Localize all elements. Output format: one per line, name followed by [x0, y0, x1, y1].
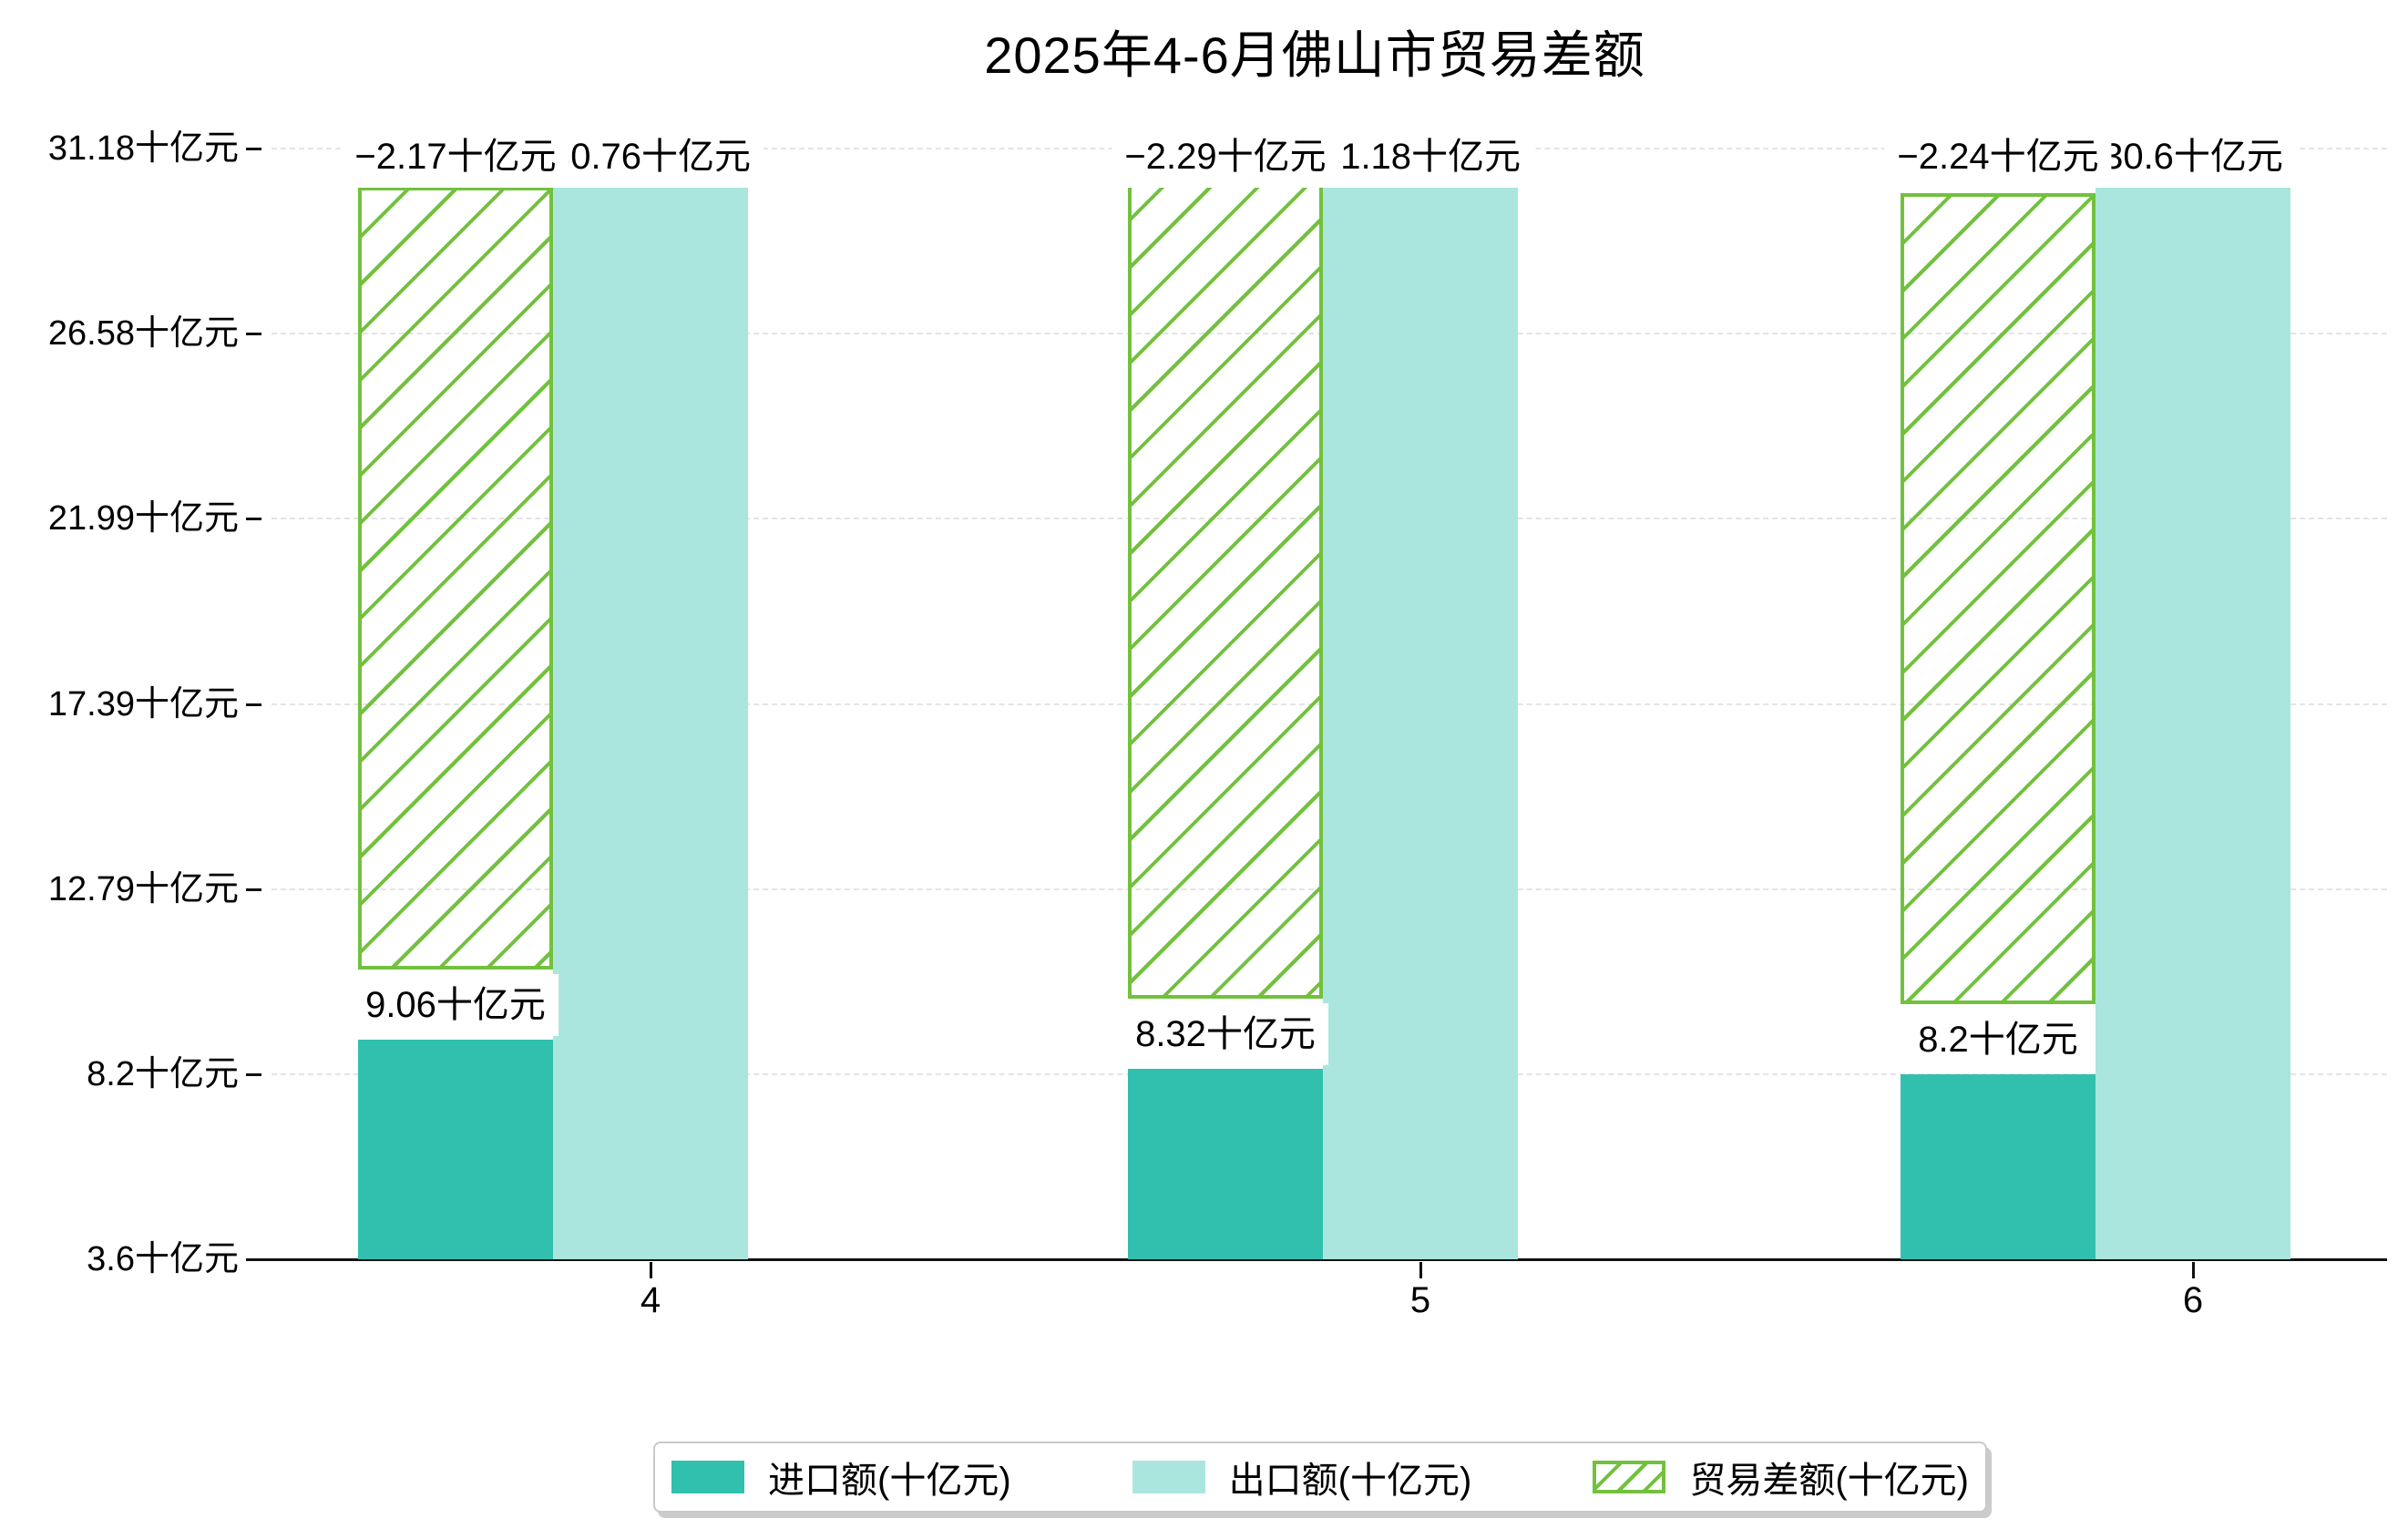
y-tick-label: 26.58十亿元 [47, 314, 239, 354]
value-label-balance-month-5: −2.29十亿元 [1112, 126, 1339, 188]
bar-balance-month-4 [358, 186, 553, 970]
import-swatch-icon [671, 1461, 744, 1493]
y-tick-mark [246, 1258, 261, 1261]
export-swatch-icon [1132, 1461, 1205, 1493]
legend-label-balance: 贸易差额(十亿元) [1689, 1461, 1969, 1501]
x-tick-mark [649, 1262, 652, 1278]
y-tick-mark [246, 1072, 261, 1076]
y-tick-label: 3.6十亿元 [87, 1240, 239, 1278]
legend-label-export: 出口额(十亿元) [1228, 1461, 1472, 1501]
value-label-export-month-6: 30.6十亿元 [2090, 126, 2296, 188]
legend-item-export: 出口额(十亿元) [1132, 1451, 1472, 1503]
y-tick-mark [246, 148, 261, 150]
balance-hatch-swatch-icon [1593, 1461, 1666, 1493]
x-tick-mark [1419, 1262, 1422, 1278]
bar-import-month-6 [1901, 1073, 2095, 1259]
y-tick-label: 12.79十亿元 [47, 869, 239, 908]
y-tick-mark [246, 518, 261, 521]
x-tick-label: 6 [2182, 1280, 2204, 1320]
x-tick-mark [2191, 1262, 2195, 1278]
bar-balance-month-6 [1901, 192, 2095, 1004]
value-label-export-month-5: 31.18十亿元 [1306, 126, 1534, 188]
bar-balance-month-5 [1128, 169, 1323, 1000]
legend: 进口额(十亿元) 出口额(十亿元) 贸易差额(十亿元) [653, 1442, 1987, 1513]
y-tick-label: 21.99十亿元 [47, 499, 239, 539]
y-tick-mark [246, 703, 261, 706]
bar-import-month-4 [358, 1039, 553, 1259]
y-tick-label: 31.18十亿元 [47, 129, 239, 168]
value-label-balance-month-6: −2.24十亿元 [1884, 126, 2112, 188]
x-axis-line [261, 1258, 2387, 1261]
value-label-import-month-4: 9.06十亿元 [353, 973, 558, 1036]
y-tick-label: 8.2十亿元 [87, 1054, 239, 1093]
bar-export-month-5 [1323, 149, 1518, 1259]
legend-item-import: 进口额(十亿元) [671, 1451, 1011, 1503]
legend-item-balance: 贸易差额(十亿元) [1593, 1451, 1969, 1503]
y-tick-mark [246, 333, 261, 336]
bar-export-month-6 [2095, 171, 2290, 1259]
x-tick-label: 4 [640, 1280, 661, 1320]
x-tick-label: 5 [1409, 1280, 1431, 1320]
y-tick-label: 17.39十亿元 [47, 684, 239, 723]
legend-label-import: 进口额(十亿元) [768, 1461, 1011, 1501]
y-tick-mark [246, 887, 261, 891]
bar-import-month-5 [1128, 1069, 1323, 1259]
value-label-import-month-6: 8.2十亿元 [1905, 1008, 2091, 1071]
value-label-export-month-4: 30.76十亿元 [537, 126, 764, 188]
value-label-import-month-5: 8.32十亿元 [1122, 1003, 1328, 1066]
value-label-balance-month-4: −2.17十亿元 [342, 126, 569, 188]
bar-export-month-4 [553, 165, 748, 1259]
chart-title: 2025年4-6月佛山市贸易差额 [984, 26, 1645, 84]
